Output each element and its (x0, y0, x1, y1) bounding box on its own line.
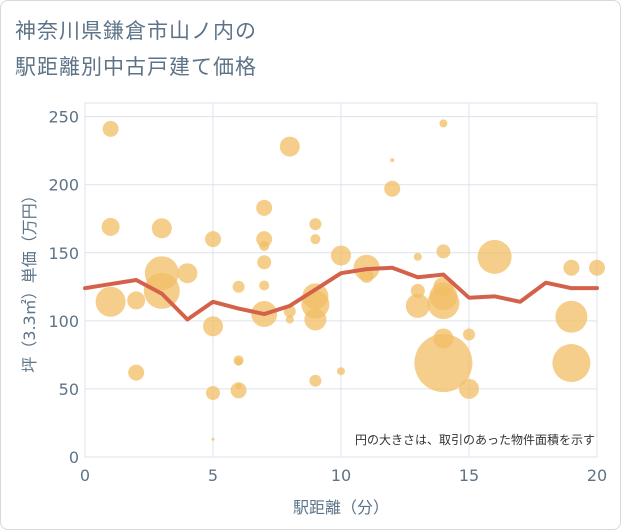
bubble-point (337, 367, 345, 376)
bubble-point (310, 234, 321, 245)
bubble-point (555, 300, 588, 333)
bubble-point (143, 272, 180, 309)
bubble-point (439, 119, 448, 128)
y-axis-title: 坪（3.3㎡）単価（万円） (20, 187, 39, 372)
bubble-point (331, 245, 351, 266)
x-tick-label: 20 (587, 466, 607, 485)
bubble-point (384, 180, 401, 197)
bubble-point (414, 334, 473, 393)
bubble-point (95, 286, 126, 317)
bubble-point (477, 239, 512, 274)
bubble-point (257, 255, 272, 270)
bubble-point (427, 287, 460, 320)
tick-labels: 0 50 100 150 200 250 0 5 10 15 20 (48, 108, 607, 485)
bubble-point (309, 374, 322, 387)
plot-frame (84, 102, 598, 458)
chart-title-line1: 神奈川県鎌倉市山ノ内の (15, 19, 257, 43)
y-tick-label: 100 (48, 312, 79, 331)
x-tick-label: 5 (208, 466, 218, 485)
x-tick-label: 15 (459, 466, 479, 485)
x-tick-label: 10 (331, 466, 351, 485)
bubble-point (102, 120, 119, 137)
bubble-point (463, 328, 475, 341)
bubble-point (206, 386, 220, 401)
bubble-point (205, 231, 221, 248)
bubble-point (211, 437, 215, 441)
chart-annotation: 円の大きさは、取引のあった物件面積を示す (355, 432, 595, 447)
bubble-point (279, 136, 300, 157)
bubble-point (203, 316, 223, 337)
bubble-point (304, 308, 327, 331)
bubble-point (234, 357, 243, 366)
x-tick-label: 0 (80, 466, 90, 485)
bubble-point (259, 240, 270, 251)
y-tick-label: 50 (59, 380, 79, 399)
bubble-point (459, 378, 479, 399)
bubble-point (359, 268, 374, 283)
bubble-point (232, 280, 245, 293)
bubble-point (101, 217, 120, 236)
bubble-point (177, 263, 198, 284)
bubbles-layer (95, 119, 605, 441)
bubble-point (563, 259, 580, 276)
y-tick-label: 0 (69, 448, 79, 467)
y-tick-label: 150 (48, 244, 79, 263)
y-tick-label: 250 (48, 108, 79, 127)
bubble-point (552, 344, 591, 383)
bubble-point (405, 293, 430, 318)
bubble-point (390, 158, 395, 163)
bubble-point (285, 315, 294, 324)
y-tick-label: 200 (48, 176, 79, 195)
bubble-point (151, 218, 172, 239)
bubble-point (259, 280, 270, 291)
bubble-point (127, 291, 146, 310)
bubble-point (436, 244, 451, 259)
average-line-layer (83, 265, 599, 322)
bubble-point (230, 382, 247, 399)
bubble-point (413, 252, 422, 261)
bubble-point (589, 259, 605, 276)
x-axis-title: 駅距離（分） (293, 498, 389, 517)
bubble-point (128, 364, 145, 381)
chart-title-line2: 駅距離別中古戸建て価格 (15, 55, 257, 79)
bubble-point (309, 218, 322, 231)
average-price-line (83, 265, 599, 322)
bubble-point (256, 199, 273, 216)
